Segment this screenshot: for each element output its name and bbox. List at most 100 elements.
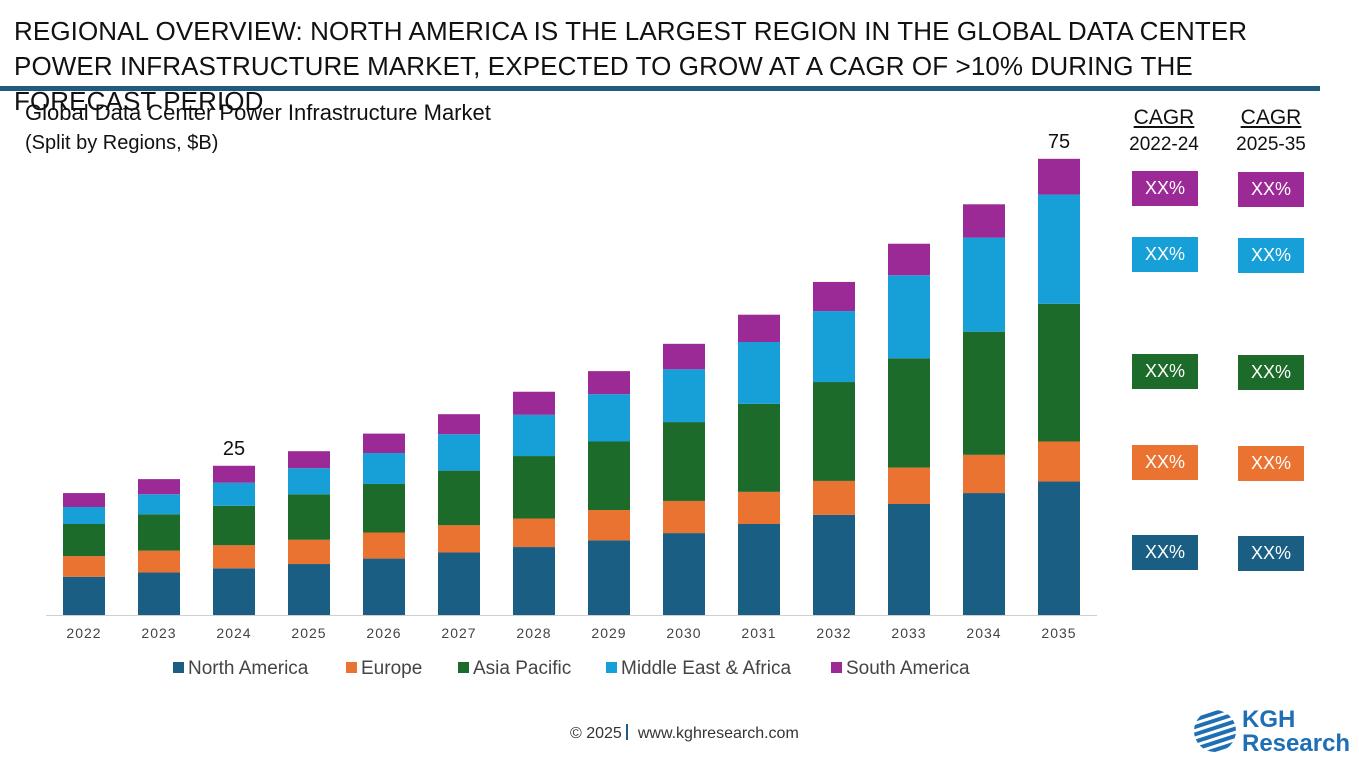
cagr-header-2025-35: CAGR 2025-35 <box>1216 106 1326 156</box>
x-tick-label: 2030 <box>666 625 701 641</box>
bar-north-america-2023 <box>138 572 180 615</box>
bar-middle-east-africa-2028 <box>513 414 555 457</box>
legend-label: South America <box>846 658 970 679</box>
bar-asia-pacific-2033 <box>888 358 930 468</box>
bar-north-america-2033 <box>888 503 930 615</box>
cagr-asia-pacific-2022-24: XX% <box>1132 354 1198 389</box>
bar-europe-2028 <box>513 518 555 548</box>
cagr-south-america-2025-35: XX% <box>1238 172 1304 207</box>
bar-south-america-2035 <box>1038 158 1080 195</box>
bar-asia-pacific-2022 <box>63 524 105 557</box>
x-tick-label: 2032 <box>816 625 851 641</box>
bar-middle-east-africa-2024 <box>213 482 255 506</box>
bar-middle-east-africa-2031 <box>738 342 780 404</box>
bar-middle-east-africa-2032 <box>813 311 855 383</box>
bar-europe-2035 <box>1038 441 1080 482</box>
copyright: © 2025 <box>570 725 622 742</box>
kgh-logo: KGH Research <box>1192 706 1357 758</box>
bar-europe-2023 <box>138 550 180 573</box>
cagr-south-america-2022-24: XX% <box>1132 171 1198 206</box>
legend-label: Middle East & Africa <box>621 658 791 679</box>
bar-south-america-2029 <box>588 371 630 395</box>
bar-europe-2034 <box>963 454 1005 494</box>
x-tick-label: 2025 <box>291 625 326 641</box>
x-tick-label: 2022 <box>66 625 101 641</box>
bar-south-america-2024 <box>213 465 255 483</box>
bar-middle-east-africa-2022 <box>63 507 105 524</box>
bar-north-america-2034 <box>963 493 1005 615</box>
bar-south-america-2028 <box>513 391 555 415</box>
bar-north-america-2025 <box>288 564 330 615</box>
bar-asia-pacific-2025 <box>288 494 330 540</box>
bar-europe-2033 <box>888 467 930 504</box>
legend-label: Asia Pacific <box>473 658 571 679</box>
bar-europe-2027 <box>438 525 480 553</box>
cagr-europe-2022-24: XX% <box>1132 445 1198 480</box>
cagr-europe-2025-35: XX% <box>1238 446 1304 481</box>
bar-asia-pacific-2026 <box>363 483 405 533</box>
bar-south-america-2023 <box>138 479 180 495</box>
bar-europe-2032 <box>813 480 855 515</box>
bar-south-america-2034 <box>963 204 1005 238</box>
bar-north-america-2035 <box>1038 481 1080 615</box>
cagr-header-2022-24: CAGR 2022-24 <box>1109 106 1219 156</box>
x-tick-label: 2034 <box>966 625 1001 641</box>
legend-swatch <box>831 662 842 673</box>
legend-swatch <box>606 662 617 673</box>
x-tick-label: 2031 <box>741 625 776 641</box>
x-tick-label: 2033 <box>891 625 926 641</box>
footer-divider <box>625 724 628 740</box>
bar-europe-2029 <box>588 510 630 541</box>
bar-north-america-2027 <box>438 552 480 615</box>
bar-south-america-2026 <box>363 433 405 454</box>
bar-asia-pacific-2027 <box>438 470 480 526</box>
cagr-middle-east-africa-2025-35: XX% <box>1238 238 1304 273</box>
bar-asia-pacific-2024 <box>213 505 255 546</box>
bar-north-america-2026 <box>363 558 405 615</box>
bar-middle-east-africa-2033 <box>888 275 930 359</box>
website-link[interactable]: www.kghresearch.com <box>637 725 799 742</box>
bar-asia-pacific-2030 <box>663 422 705 501</box>
bar-middle-east-africa-2034 <box>963 237 1005 332</box>
x-tick-label: 2027 <box>441 625 476 641</box>
x-tick-label: 2024 <box>216 625 251 641</box>
globe-icon <box>1194 710 1236 752</box>
bar-middle-east-africa-2025 <box>288 468 330 495</box>
bar-middle-east-africa-2029 <box>588 394 630 442</box>
bar-asia-pacific-2023 <box>138 514 180 551</box>
bar-north-america-2022 <box>63 576 105 615</box>
x-tick-label: 2028 <box>516 625 551 641</box>
bar-europe-2025 <box>288 539 330 565</box>
legend-swatch <box>173 662 184 673</box>
cagr-north-america-2022-24: XX% <box>1132 535 1198 570</box>
headline: REGIONAL OVERVIEW: NORTH AMERICA IS THE … <box>14 16 1248 116</box>
footer: © 2025 www.kghresearch.com <box>570 724 799 743</box>
bar-south-america-2031 <box>738 314 780 342</box>
x-tick-label: 2023 <box>141 625 176 641</box>
x-tick-label: 2026 <box>366 625 401 641</box>
cagr-header-label: CAGR <box>1133 106 1195 129</box>
bar-europe-2031 <box>738 491 780 524</box>
bar-north-america-2029 <box>588 540 630 615</box>
cagr-middle-east-africa-2022-24: XX% <box>1132 237 1198 272</box>
x-tick-label: 2035 <box>1041 625 1076 641</box>
bar-asia-pacific-2031 <box>738 403 780 492</box>
bar-middle-east-africa-2027 <box>438 434 480 471</box>
legend-label: Europe <box>361 658 422 679</box>
bar-north-america-2031 <box>738 524 780 615</box>
bar-north-america-2030 <box>663 533 705 615</box>
stacked-bar-chart: 2022 2023 2024 2025 2026 2027 2028 2029 2030 2031… <box>46 131 1097 679</box>
data-label-2024: 25 <box>223 438 245 460</box>
cagr-header-label: CAGR <box>1240 106 1302 129</box>
x-tick-label: 2029 <box>591 625 626 641</box>
legend-swatch <box>458 662 469 673</box>
chart-subtitle: (Split by Regions, $B) <box>25 132 219 154</box>
bar-europe-2024 <box>213 545 255 569</box>
bar-south-america-2027 <box>438 414 480 435</box>
data-label-2035: 75 <box>1048 131 1070 153</box>
legend-swatch <box>346 662 357 673</box>
logo-line-1: KGH <box>1242 706 1296 733</box>
bar-north-america-2032 <box>813 514 855 615</box>
bar-south-america-2030 <box>663 343 705 370</box>
bar-asia-pacific-2034 <box>963 331 1005 455</box>
